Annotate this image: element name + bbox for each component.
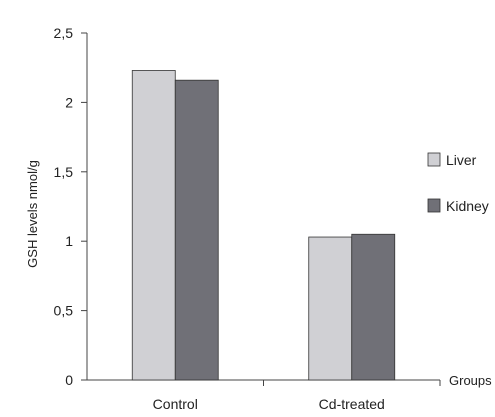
legend-swatch <box>427 152 441 167</box>
x-tick-label: Cd-treated <box>319 396 385 412</box>
y-tick-label: 1 <box>65 233 73 249</box>
legend-item-kidney: Kidney <box>427 198 489 214</box>
bar-kidney-cd-treated <box>351 233 396 381</box>
x-axis: Control Cd-treated <box>87 379 441 412</box>
bar-kidney-control <box>174 79 219 381</box>
bars <box>131 70 396 381</box>
legend-label: Kidney <box>446 198 489 214</box>
y-tick-label: 0,5 <box>54 303 74 319</box>
legend-swatch <box>427 198 441 213</box>
y-tick-label: 0 <box>65 372 73 388</box>
legend-item-liver: Liver <box>427 152 477 168</box>
bar-liver-control <box>131 70 176 381</box>
y-tick-label: 2,5 <box>54 25 74 41</box>
y-axis: 0 0,5 1 1,5 2 2,5 <box>54 25 88 388</box>
x-axis-title: Groups <box>449 373 492 388</box>
bar-liver-cd-treated <box>308 236 353 381</box>
y-tick-label: 1,5 <box>54 164 74 180</box>
x-tick-label: Control <box>153 396 198 412</box>
legend: Liver Kidney <box>427 152 489 214</box>
legend-label: Liver <box>446 152 477 168</box>
y-tick-label: 2 <box>65 94 73 110</box>
y-axis-title: GSH levels nmol/g <box>25 160 40 268</box>
